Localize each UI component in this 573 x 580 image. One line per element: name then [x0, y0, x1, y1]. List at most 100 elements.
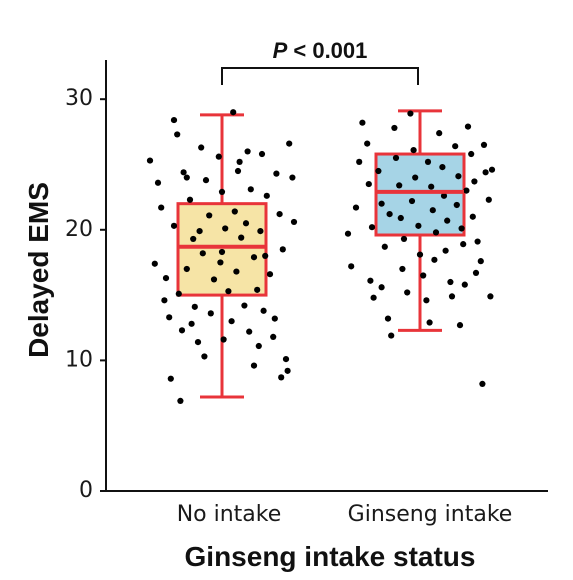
data-point — [289, 174, 296, 181]
data-point — [151, 260, 158, 267]
data-point — [273, 170, 280, 177]
data-point — [210, 276, 218, 283]
data-point — [367, 277, 374, 284]
data-point — [391, 124, 398, 132]
data-point — [282, 355, 290, 363]
data-point — [429, 207, 436, 214]
data-point — [250, 362, 258, 369]
data-point — [469, 213, 476, 220]
data-point — [460, 241, 467, 248]
data-point — [408, 197, 416, 205]
data-point — [242, 220, 250, 227]
y-tick-label-20: 20 — [65, 217, 93, 242]
y-tick-label-30: 30 — [65, 86, 93, 111]
data-point — [487, 293, 494, 300]
data-point — [220, 336, 227, 343]
data-point — [260, 307, 267, 314]
data-point — [420, 272, 427, 279]
data-point — [428, 183, 435, 190]
data-point — [186, 196, 194, 203]
data-point — [472, 269, 480, 276]
data-point — [386, 211, 393, 218]
data-point — [474, 238, 481, 245]
data-point — [392, 154, 400, 162]
data-point — [447, 278, 454, 286]
box-group-no-intake — [146, 109, 298, 404]
data-point — [359, 119, 366, 126]
data-point — [258, 150, 266, 158]
data-point — [458, 225, 465, 232]
data-point — [468, 150, 475, 158]
data-point — [485, 196, 492, 203]
data-point — [198, 144, 205, 151]
data-point — [399, 265, 406, 273]
data-point — [348, 263, 355, 270]
data-point — [404, 289, 411, 296]
data-point — [388, 332, 395, 339]
data-point — [381, 243, 388, 250]
data-point — [194, 339, 202, 346]
data-point — [174, 131, 181, 138]
data-point — [279, 246, 286, 253]
data-point — [263, 192, 270, 199]
data-point — [238, 234, 245, 241]
significance-bracket: P < 0.001 — [221, 38, 419, 85]
data-point — [158, 204, 165, 211]
data-point — [436, 130, 443, 137]
data-point — [286, 140, 293, 147]
data-point — [271, 315, 278, 322]
data-point — [241, 302, 248, 309]
y-axis-title: Delayed EMS — [23, 182, 54, 358]
data-point — [455, 173, 462, 180]
data-point — [166, 314, 173, 321]
y-tick-label-10: 10 — [65, 347, 93, 372]
data-point — [246, 328, 253, 335]
data-point — [161, 297, 168, 304]
data-point — [424, 158, 432, 165]
x-category-label-ginseng-intake: Ginseng intake — [348, 502, 513, 527]
data-point — [471, 178, 478, 185]
data-point — [257, 227, 264, 235]
data-point — [482, 169, 489, 176]
data-point — [431, 256, 438, 263]
data-point — [364, 140, 371, 147]
data-point — [412, 174, 419, 181]
data-point — [146, 157, 154, 164]
data-point — [464, 123, 472, 130]
data-point — [215, 153, 222, 160]
data-point — [463, 187, 470, 194]
data-point — [191, 303, 198, 310]
data-point — [456, 322, 464, 329]
p-symbol: P — [273, 38, 288, 63]
data-point — [400, 235, 408, 243]
data-point — [410, 147, 417, 154]
data-point — [368, 224, 376, 231]
data-point — [284, 367, 291, 374]
x-category-label-no-intake: No intake — [177, 502, 282, 527]
data-point — [177, 397, 184, 404]
data-point — [378, 200, 385, 207]
data-point — [183, 265, 190, 273]
data-point — [423, 297, 430, 304]
data-point — [452, 143, 459, 150]
p-value-text: < 0.001 — [287, 38, 367, 63]
data-point — [199, 250, 206, 257]
data-point — [231, 208, 238, 215]
data-point — [426, 319, 433, 326]
data-point — [396, 182, 403, 189]
data-point — [233, 268, 240, 275]
data-point — [250, 254, 258, 261]
data-point — [244, 148, 251, 155]
data-point — [276, 211, 283, 218]
data-point — [162, 275, 170, 282]
data-point — [183, 174, 190, 181]
data-point — [217, 259, 224, 266]
data-point — [488, 166, 496, 173]
data-point — [222, 225, 229, 232]
data-point — [207, 310, 214, 317]
data-point — [365, 180, 372, 188]
data-point — [262, 252, 269, 260]
data-point — [453, 201, 460, 209]
data-point — [448, 293, 456, 300]
